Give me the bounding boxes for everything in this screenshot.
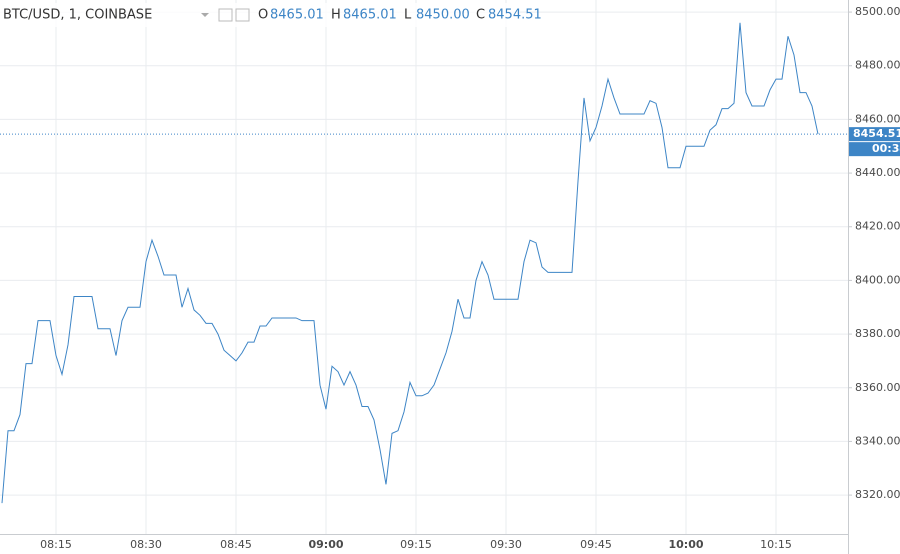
x-tick-label: 08:45 <box>220 538 252 551</box>
axes: 8320.00 8340.00 8360.00 8380.00 8400.00 8420.… <box>40 5 900 551</box>
y-tick-label: 8440.00 <box>855 166 900 179</box>
settings-icon[interactable] <box>218 8 233 22</box>
x-tick-label: 09:15 <box>400 538 432 551</box>
y-tick-label: 8420.00 <box>855 220 900 233</box>
ohlc-value: 8465.01 <box>270 8 324 23</box>
x-tick-label: 08:15 <box>40 538 72 551</box>
header-bg <box>0 3 520 27</box>
ohlc-value: 8454.51 <box>488 8 542 23</box>
last-price-box <box>849 127 900 142</box>
y-tick-label: 8480.00 <box>855 59 900 72</box>
y-tick-label: 8460.00 <box>855 112 900 125</box>
y-tick-label: 8320.00 <box>855 488 900 501</box>
y-tick-label: 8400.00 <box>855 273 900 286</box>
countdown-box <box>849 142 900 157</box>
ohlc-value: 8465.01 <box>343 8 397 23</box>
ohlc-name: C <box>476 8 485 23</box>
y-tick-label: 8340.00 <box>855 434 900 447</box>
y-tick-label: 8360.00 <box>855 381 900 394</box>
symbol-dropdown[interactable] <box>201 13 209 17</box>
price-line <box>1 22 819 504</box>
last-price-label: 8454.51 <box>853 127 900 140</box>
symbol[interactable]: BTC/USD, 1, COINBASE <box>3 8 152 23</box>
x-tick-label: 09:45 <box>580 538 612 551</box>
x-tick-label: 09:30 <box>490 538 522 551</box>
ohlc-name: H <box>331 8 341 23</box>
x-tick-label: 08:30 <box>130 538 162 551</box>
countdown-label: 00:34 <box>872 142 900 155</box>
plot <box>0 22 848 504</box>
grid <box>0 0 848 534</box>
ohlc-name: L <box>404 8 412 23</box>
x-tick-label: 10:00 <box>668 538 703 551</box>
hide-icon[interactable] <box>235 8 250 22</box>
x-tick-label: 10:15 <box>760 538 792 551</box>
y-tick-label: 8500.00 <box>855 5 900 18</box>
x-tick-label: 09:00 <box>308 538 343 551</box>
y-tick-label: 8380.00 <box>855 327 900 340</box>
ohlc-value: 8450.00 <box>416 8 470 23</box>
ohlc-legend: O 8465.01 H 8465.01 L 8450.00 C 8454.51 <box>258 8 542 23</box>
ohlc-name: O <box>258 8 268 23</box>
